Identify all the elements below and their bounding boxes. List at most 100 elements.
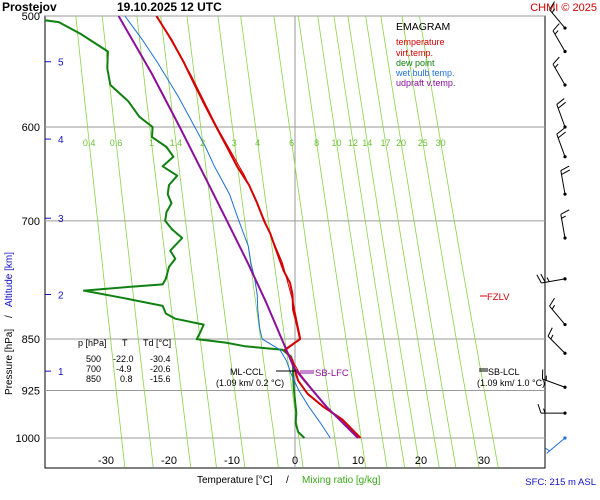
- mixing-ratio-label: 1: [149, 138, 154, 148]
- ml-ccl-detail: (1.09 km/ 0.2 °C): [216, 378, 284, 388]
- table-cell: -22.0: [113, 354, 134, 364]
- wind-barb: [536, 273, 567, 284]
- wind-barb-station: [563, 411, 567, 415]
- mixing-ratio-line: [347, 16, 421, 468]
- mixing-ratio-lines: [75, 16, 499, 468]
- mixing-ratio-line: [160, 16, 217, 468]
- temperature-tick-label: -30: [98, 455, 114, 467]
- table-cell: 700: [86, 364, 101, 374]
- legend-item-updraft: udpraft v.temp.: [396, 78, 455, 88]
- sb-lcl-detail: (1.09 km/ 1.0 °C): [477, 378, 545, 388]
- wind-barb-full: [561, 169, 571, 175]
- table-cell: -15.6: [150, 374, 171, 384]
- table-cell: 850: [86, 374, 101, 384]
- wind-barb: [541, 369, 567, 389]
- table-header-td: Td [°C]: [143, 338, 171, 348]
- temperature-tick-label: 20: [415, 455, 427, 467]
- wind-barb-full: [540, 273, 546, 283]
- wind-barbs: [536, 1, 571, 454]
- wind-barb-station: [563, 83, 567, 87]
- mixing-ratio-line: [317, 16, 388, 468]
- pressure-tick-label: 850: [22, 334, 40, 346]
- wind-barb-half: [551, 8, 556, 13]
- altitude-tick-label: 5: [58, 58, 64, 69]
- sb-lcl-label: SB-LCL: [488, 367, 520, 377]
- wind-barb: [547, 327, 567, 355]
- x-axis-separator: /: [286, 475, 289, 486]
- profile-series: [45, 16, 362, 439]
- pressure-tick-label: 500: [22, 11, 40, 23]
- wind-barb: [537, 403, 567, 415]
- wind-barb-full: [556, 127, 565, 135]
- wind-barb: [556, 98, 567, 129]
- mixing-ratio-line: [297, 16, 367, 468]
- wind-barb-station: [563, 322, 567, 327]
- mixing-ratio-label: 30: [436, 138, 446, 148]
- wind-barb: [549, 297, 567, 327]
- table-cell: 500: [86, 354, 101, 364]
- wind-barb-full: [547, 327, 553, 337]
- mixing-ratio-label: 2: [200, 138, 205, 148]
- wind-barb-station: [563, 155, 567, 159]
- pressure-tick-label: 700: [22, 216, 40, 228]
- wind-barb-station: [563, 26, 567, 30]
- wind-barb-station: [563, 192, 567, 196]
- pressure-tick-label: 1000: [16, 433, 40, 445]
- table-cell: -4.9: [116, 364, 132, 374]
- wind-barb-full: [556, 98, 565, 105]
- pressure-tick-label: 600: [22, 122, 40, 134]
- altitude-tick-label: 3: [58, 214, 64, 225]
- mixing-ratio-line: [419, 16, 499, 468]
- wind-barb-full: [552, 23, 560, 32]
- wind-barb: [552, 23, 567, 54]
- updraft-parcel-line: [117, 16, 359, 439]
- mixing-ratio-label: 12: [348, 138, 358, 148]
- temperature-tick-label: 0: [292, 455, 298, 467]
- wind-barb-full: [549, 1, 555, 10]
- level-table: p [hPa] T Td [°C] 500 -22.0 -30.4 700 -4…: [78, 338, 171, 384]
- wind-barb: [560, 209, 570, 240]
- y-axis-title: Pressure [hPa] / Altitude [km]: [4, 252, 15, 395]
- mixing-ratio-line: [380, 16, 457, 468]
- mixing-ratio-label: 25: [418, 138, 428, 148]
- table-header-t: T: [122, 338, 128, 348]
- table-cell: -20.6: [150, 364, 171, 374]
- table-cell: -30.4: [150, 354, 171, 364]
- wind-barb-half: [551, 304, 556, 310]
- mixing-ratio-line: [240, 16, 304, 468]
- wind-barb: [549, 1, 567, 30]
- wind-barb-full: [549, 297, 555, 307]
- mixing-ratio-line: [136, 16, 192, 468]
- x-axis-title: Temperature [°C] / Mixing ratio [g/kg]: [197, 475, 381, 486]
- mixing-ratio-label: 8: [314, 138, 319, 148]
- mixing-ratio-line: [333, 16, 406, 468]
- x-axis-temperature-label: Temperature [°C]: [197, 475, 273, 486]
- table-header-p: p [hPa]: [78, 338, 107, 348]
- sounding-datetime: 19.10.2025 12 UTC: [117, 0, 222, 14]
- legend-title: EMAGRAM: [396, 21, 450, 33]
- wind-barb-full: [536, 274, 542, 284]
- table-cell: 0.8: [120, 374, 133, 384]
- wind-barb-half: [545, 447, 550, 452]
- legend-item-wet-bulb: wet bulb temp.: [395, 68, 455, 78]
- wind-barb-full: [557, 131, 566, 139]
- mixing-ratio-line: [401, 16, 480, 468]
- wind-barb-half: [546, 277, 550, 282]
- ml-ccl-label: ML-CCL: [230, 367, 264, 377]
- mixing-ratio-line: [186, 16, 246, 468]
- temperature-tick-label: 30: [478, 455, 490, 467]
- wind-barb-full: [560, 165, 570, 171]
- wind-barb-full: [552, 56, 560, 65]
- temperature-tick-label: -10: [224, 455, 240, 467]
- legend-item-dew-point: dew point: [396, 58, 435, 68]
- temperature-tick-label: -20: [161, 455, 177, 467]
- wind-barb-station: [563, 351, 567, 355]
- mixing-ratio-label: 6: [289, 138, 294, 148]
- temperature-tick-label: 10: [352, 455, 364, 467]
- mixing-ratio-label: 1.4: [170, 138, 183, 148]
- mixing-ratio-line: [365, 16, 440, 468]
- wind-barb-full: [557, 101, 566, 109]
- mixing-ratio-label: 17: [381, 138, 391, 148]
